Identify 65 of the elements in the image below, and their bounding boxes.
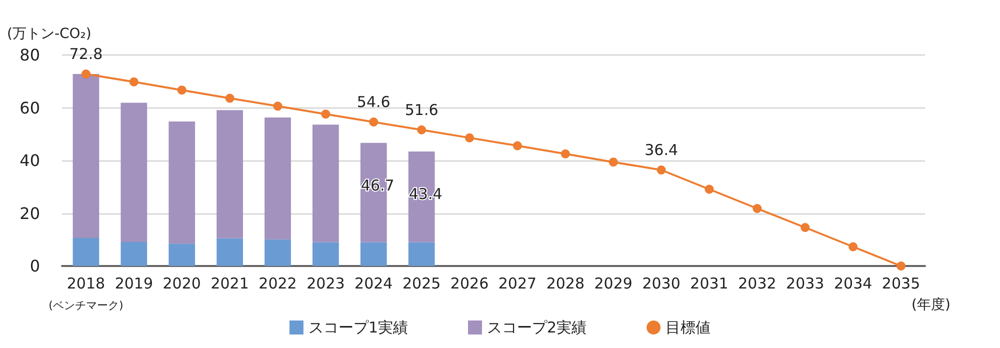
x-tick-label: 2023 (306, 274, 345, 292)
data-label: 51.6 (404, 100, 438, 119)
y-tick-label: 0 (30, 256, 40, 276)
point (177, 86, 186, 95)
point (129, 77, 138, 86)
x-tick-label: 2025 (402, 274, 441, 292)
point (800, 222, 810, 232)
x-tick-label: 2022 (258, 274, 297, 292)
x-tick-label: 2026 (450, 274, 489, 292)
bar (216, 110, 243, 238)
point (704, 184, 714, 194)
bar (120, 242, 148, 266)
point (752, 204, 762, 213)
legend-label: スコープ1実績 (308, 318, 408, 336)
x-tick-label: 2018 (66, 274, 106, 292)
bar (360, 242, 387, 266)
legend-label: 目標値 (666, 318, 711, 336)
x-tick-label: 2034 (834, 274, 872, 292)
x-tick-label: 2033 (786, 274, 824, 292)
y-tick-label: 40 (20, 151, 40, 170)
x-tick-label: 2029 (594, 274, 632, 292)
x-tick-label: 2019 (114, 274, 154, 292)
point (608, 158, 618, 167)
y-tick-label: 80 (20, 46, 40, 64)
x-tick-label: 2021 (210, 274, 249, 292)
x-axis-title: (年度) (912, 297, 950, 313)
point (225, 94, 234, 103)
x-tick-label: 2020 (162, 274, 201, 292)
data-label: 36.4 (644, 140, 678, 159)
x-tick-label: 2027 (498, 274, 537, 292)
x-tick-label: 2031 (690, 274, 728, 292)
bar (312, 124, 339, 242)
point (321, 110, 330, 119)
bar (168, 244, 196, 266)
point (369, 117, 378, 126)
y-tick-label: 60 (20, 98, 40, 118)
bar (264, 239, 291, 266)
bar (120, 102, 148, 242)
bar (72, 74, 100, 238)
point (465, 133, 474, 142)
bar (72, 238, 100, 266)
data-label: 72.8 (69, 44, 103, 63)
legend-label: スコープ2実績 (487, 318, 587, 336)
point (848, 242, 858, 252)
point (512, 141, 522, 150)
bar (408, 242, 435, 266)
data-label: 54.6 (356, 92, 390, 111)
x-tick-label: 2032 (738, 274, 776, 292)
point (896, 262, 906, 270)
point (81, 69, 90, 78)
y-axis-title: (万トン-CO₂) (7, 26, 92, 42)
point (560, 149, 570, 158)
bar (264, 118, 291, 240)
bar (216, 238, 243, 266)
x-tick-label: 2028 (546, 274, 585, 292)
x-tick-label: 2035 (882, 274, 920, 292)
y-tick-label: 20 (20, 204, 40, 223)
text: (ベンチマーク) (48, 299, 124, 312)
bar (312, 242, 339, 266)
bar (168, 121, 196, 244)
x-tick-label: 2030 (642, 274, 680, 292)
point (656, 165, 666, 174)
point (273, 102, 282, 111)
x-tick-label: 2024 (354, 274, 393, 292)
point (417, 125, 426, 134)
